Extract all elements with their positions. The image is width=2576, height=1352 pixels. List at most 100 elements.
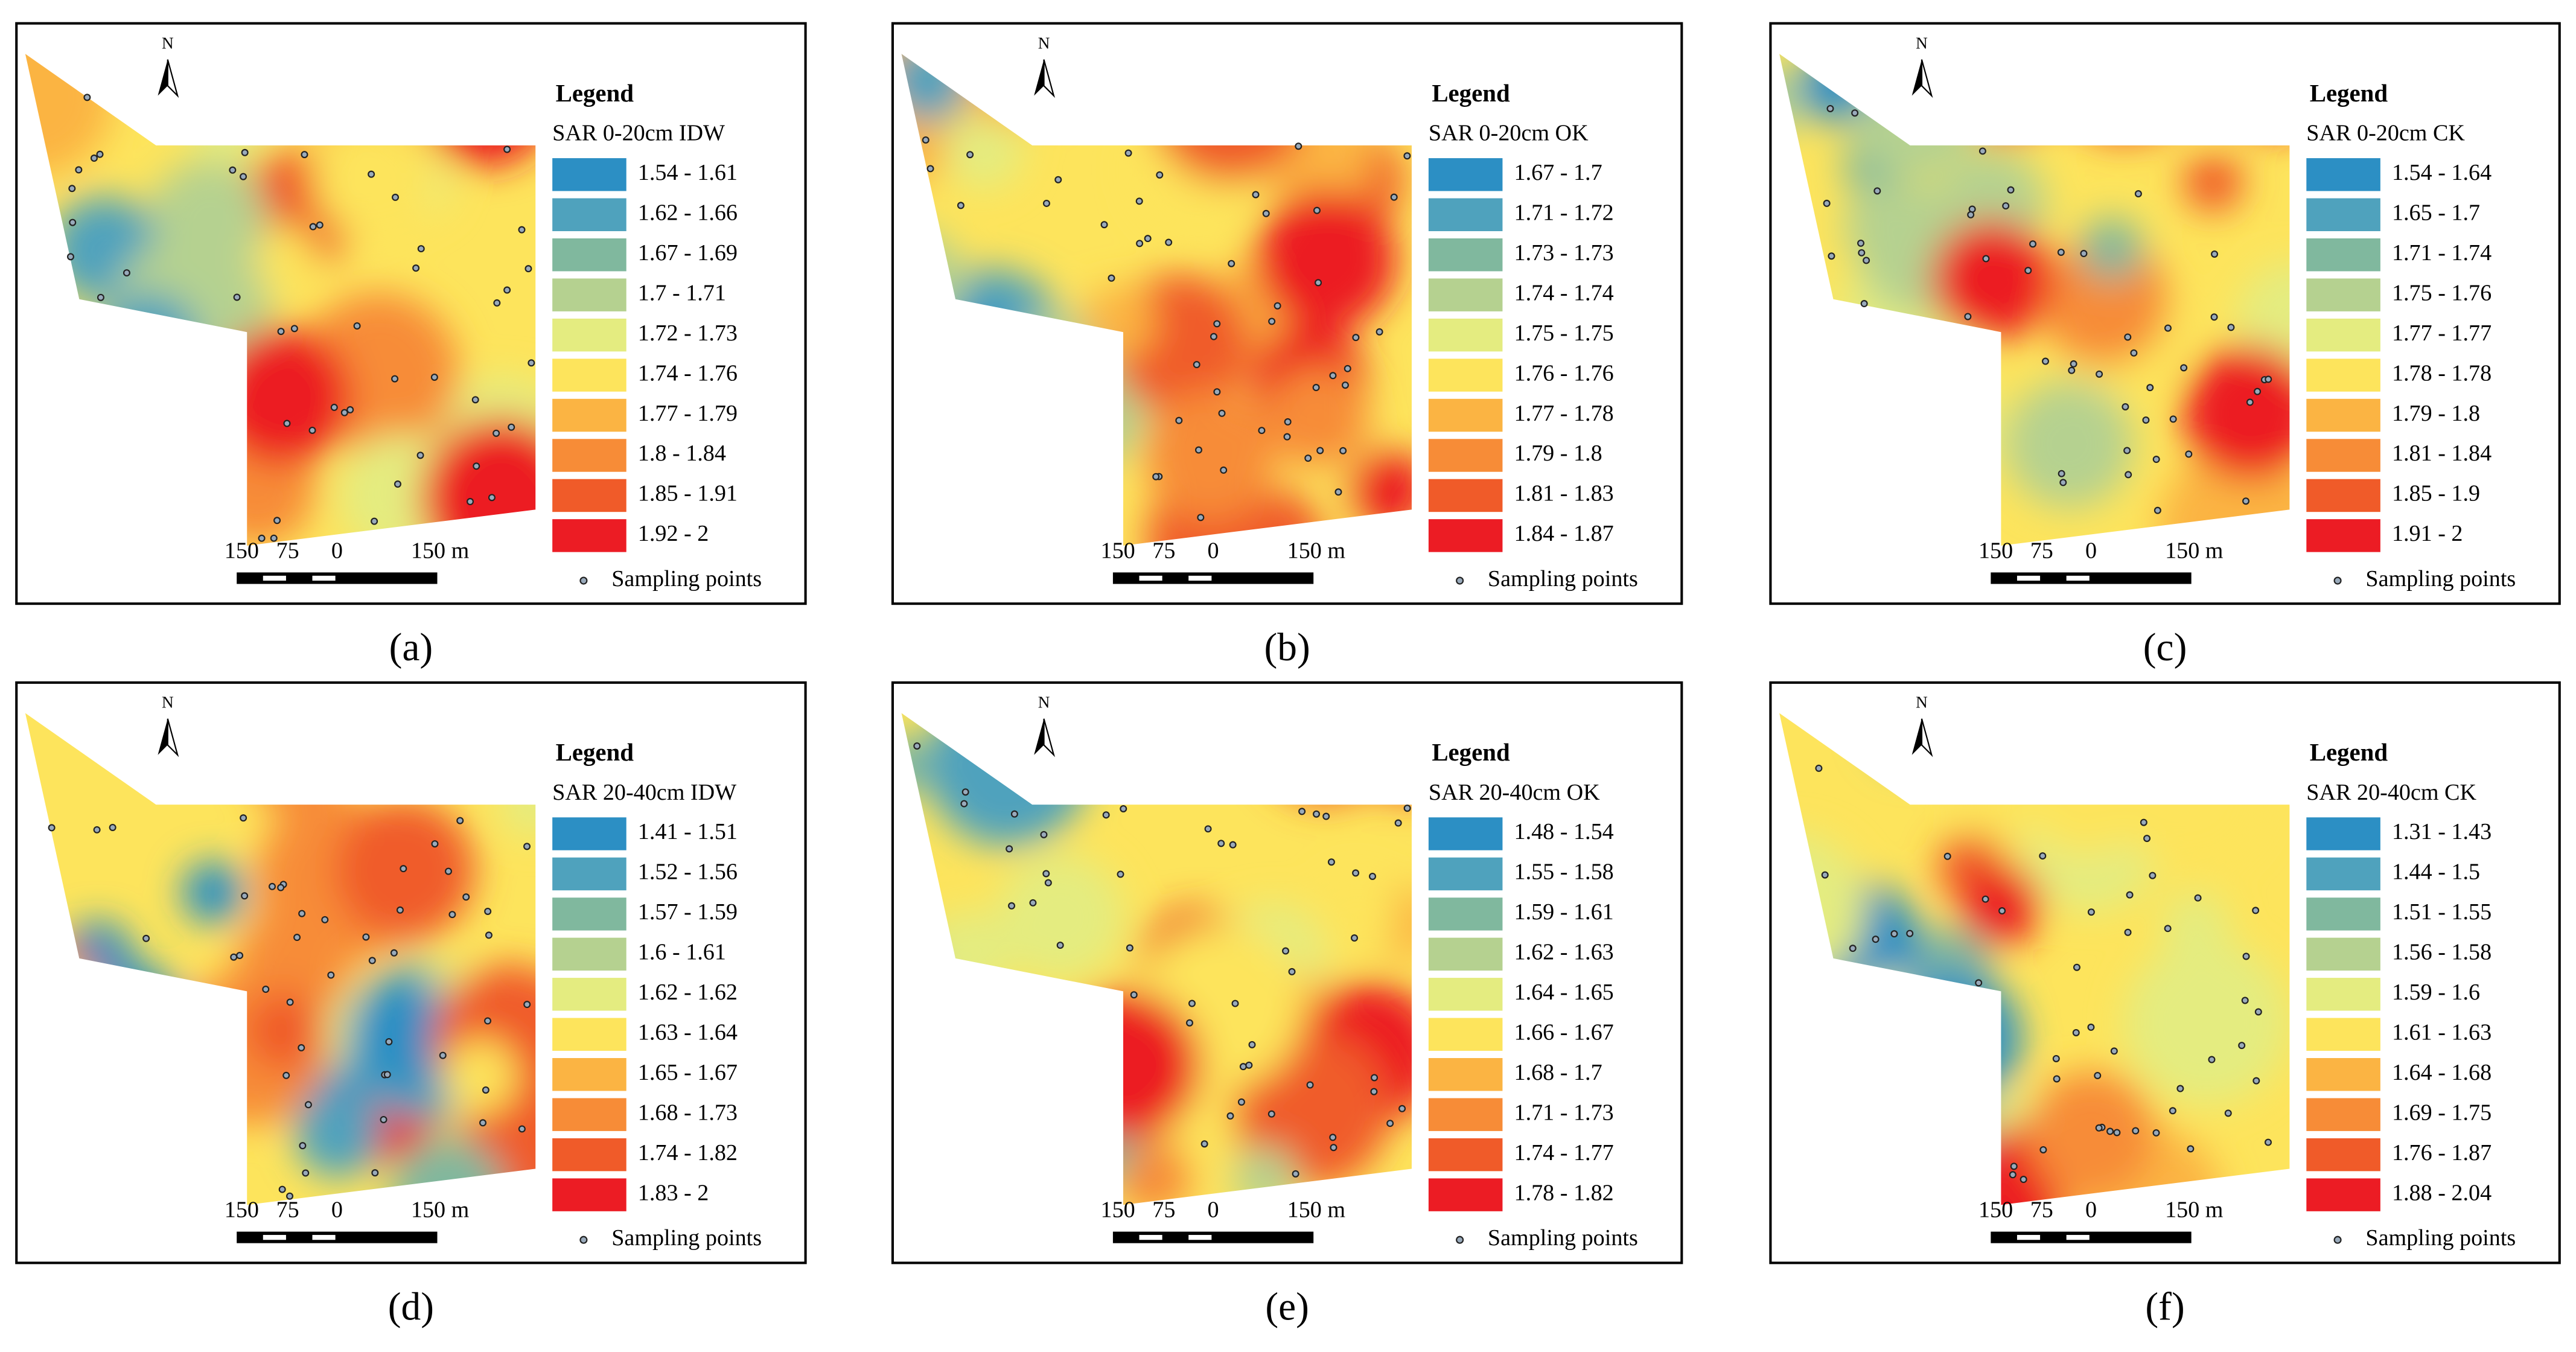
legend-swatch (2306, 978, 2380, 1011)
sampling-point (368, 957, 376, 965)
north-arrow (1034, 718, 1044, 755)
sampling-point (471, 396, 479, 404)
sampling-point (1371, 1074, 1379, 1082)
sampling-point (1288, 968, 1296, 975)
legend-label: 1.62 - 1.66 (638, 200, 738, 225)
sampling-point (277, 328, 285, 336)
sampling-point (2180, 364, 2188, 372)
sampling-point (1197, 514, 1205, 521)
sampling-point (2007, 186, 2015, 194)
sampling-point (353, 322, 361, 330)
sampling-point (1044, 879, 1052, 887)
sampling-point (431, 840, 439, 848)
sampling-point (1978, 147, 1986, 155)
sampling-point (1329, 1134, 1337, 1141)
legend-label: 1.65 - 1.7 (2392, 200, 2480, 225)
sampling-point (1135, 197, 1143, 205)
scale-bar-gap (2016, 1235, 2041, 1240)
sampling-point (1998, 907, 2006, 915)
legend-label: 1.55 - 1.58 (1514, 859, 1614, 885)
sampling-point (960, 800, 968, 808)
legend-swatch (1428, 278, 1503, 311)
sampling-point (2254, 1008, 2262, 1016)
scale-label: 75 (2030, 1197, 2053, 1223)
sampling-point (1815, 764, 1823, 772)
sampling-point (1006, 845, 1013, 853)
sampling-point (467, 498, 474, 506)
sampling-point (1248, 1041, 1256, 1048)
legend-label: 1.54 - 1.61 (638, 160, 738, 185)
sampling-point (2053, 1075, 2061, 1083)
sampling-point (308, 426, 316, 434)
sampling-point (2252, 1077, 2260, 1085)
sampling-point (2152, 1129, 2160, 1137)
sampling-point (2187, 1145, 2195, 1153)
north-arrow (1911, 718, 1922, 755)
panel-caption: (b) (1264, 626, 1310, 669)
legend-swatch (1428, 898, 1503, 931)
sampling-point (1220, 466, 1228, 474)
sampling-point (2210, 313, 2218, 321)
sampling-point (1857, 239, 1865, 247)
surface-zone (251, 225, 317, 291)
sampling-point (2087, 1023, 2095, 1031)
sampling-point (2143, 835, 2151, 843)
surface-zone (212, 327, 351, 466)
legend-label: 1.81 - 1.84 (2392, 441, 2492, 466)
sampling-point (2110, 1047, 2118, 1055)
sampling-point (286, 998, 294, 1006)
sampling-point (493, 299, 501, 307)
sampling-point (1322, 812, 1330, 820)
sampling-point (2242, 952, 2250, 960)
sampling-point (1042, 870, 1050, 878)
legend-swatch (2306, 1018, 2380, 1051)
sampling-point (1306, 1081, 1314, 1089)
sampling-point (1351, 934, 1359, 942)
scale-label: 150 (1101, 538, 1135, 563)
legend-swatch (552, 158, 626, 191)
surface-zone (1843, 183, 1931, 270)
sampling-point (2254, 387, 2262, 395)
sampling-point (1126, 944, 1133, 952)
sampling-point (262, 986, 270, 993)
sampling-point (484, 1017, 492, 1025)
legend-label: 1.71 - 1.74 (2392, 240, 2492, 266)
legend-label: 1.92 - 2 (638, 521, 709, 546)
sampling-point (2059, 479, 2067, 486)
sampling-point (1390, 193, 1398, 201)
sampling-point (1252, 191, 1260, 199)
scale-label: 0 (2085, 1197, 2097, 1223)
legend-label: 1.71 - 1.73 (1514, 1100, 1614, 1125)
legend-points-label: Sampling points (1488, 1225, 1638, 1251)
legend-swatch (2306, 817, 2380, 850)
sampling-point (2024, 267, 2032, 275)
legend-label: 1.77 - 1.77 (2392, 320, 2492, 346)
legend-swatch (1428, 439, 1503, 472)
sampling-point (2126, 891, 2134, 899)
sampling-point (1194, 446, 1202, 454)
legend-points-label: Sampling points (2365, 1225, 2516, 1251)
legend-label: 1.85 - 1.91 (638, 481, 738, 506)
sampling-point (371, 1169, 379, 1177)
scale-bar (1991, 572, 2192, 584)
sampling-point (2096, 370, 2103, 378)
scale-bar (1112, 1231, 1314, 1243)
study-area-outline (24, 52, 537, 547)
sampling-point (484, 907, 492, 915)
sampling-point (1262, 209, 1270, 217)
legend-points-label: Sampling points (611, 566, 762, 592)
sampling-point (1295, 142, 1302, 150)
surface-zone (1266, 365, 1369, 468)
sampling-point (2039, 1146, 2047, 1153)
sampling-point (283, 419, 291, 427)
legend-label: 1.78 - 1.82 (1514, 1180, 1614, 1205)
layer-name: SAR 0-20cm OK (1429, 121, 1589, 146)
sampling-point (2176, 1085, 2184, 1092)
scale-label: 150 m (1287, 538, 1346, 563)
legend-label: 1.67 - 1.7 (1514, 160, 1602, 185)
sampling-point (493, 429, 500, 437)
legend-swatch (552, 519, 626, 552)
scale-label: 150 (225, 538, 259, 563)
legend-swatch (552, 398, 626, 432)
